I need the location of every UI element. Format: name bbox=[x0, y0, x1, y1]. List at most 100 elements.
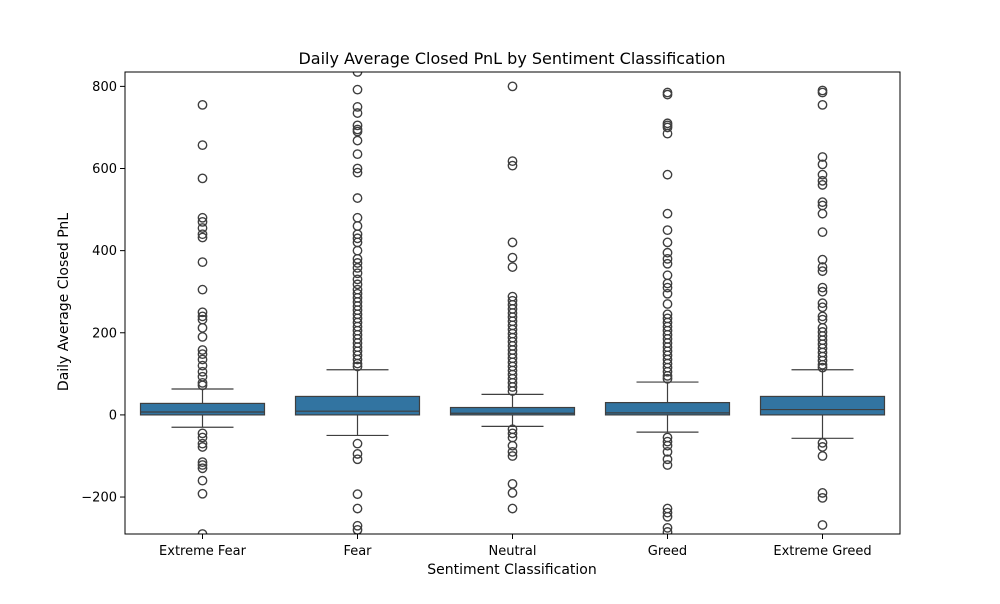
outlier-point-extreme-greed bbox=[817, 362, 828, 373]
outlier-point-neutral bbox=[507, 440, 518, 451]
outlier-point-extreme-fear bbox=[197, 212, 208, 223]
outlier-point-extreme-greed bbox=[817, 169, 828, 180]
x-tick-label: Neutral bbox=[489, 544, 537, 559]
outlier-point-extreme-fear bbox=[197, 488, 208, 499]
outlier-point-neutral bbox=[507, 382, 518, 392]
outlier-point-fear bbox=[352, 163, 363, 174]
outlier-point-fear bbox=[352, 135, 363, 146]
outlier-point-fear bbox=[352, 354, 363, 365]
outlier-point-greed bbox=[662, 527, 673, 534]
outlier-point-extreme-fear bbox=[197, 463, 208, 474]
outlier-point-extreme-greed bbox=[817, 266, 828, 277]
outlier-point-extreme-fear bbox=[197, 173, 208, 184]
outlier-point-neutral bbox=[507, 488, 518, 498]
outlier-point-extreme-greed bbox=[817, 359, 828, 370]
outlier-point-fear bbox=[352, 438, 363, 449]
y-tick-label: 400 bbox=[92, 244, 117, 259]
outlier-point-neutral bbox=[507, 262, 518, 272]
x-tick-label: Extreme Fear bbox=[159, 544, 247, 559]
y-tick-label: 800 bbox=[92, 80, 117, 95]
outlier-point-extreme-greed bbox=[817, 437, 828, 448]
box-extreme-greed bbox=[759, 395, 886, 416]
outlier-point-greed bbox=[662, 122, 673, 133]
outlier-point-extreme-fear bbox=[197, 307, 208, 318]
box-group-neutral bbox=[449, 81, 576, 514]
outlier-point-extreme-fear bbox=[197, 432, 208, 443]
outlier-point-extreme-greed bbox=[817, 197, 828, 208]
outlier-point-greed bbox=[662, 460, 673, 470]
outlier-point-greed bbox=[662, 278, 673, 289]
outlier-point-extreme-fear bbox=[197, 460, 208, 470]
outlier-point-greed bbox=[662, 373, 673, 384]
outlier-point-neutral bbox=[507, 503, 518, 514]
outlier-point-greed bbox=[662, 258, 673, 269]
outlier-point-fear bbox=[352, 274, 363, 285]
outlier-point-extreme-fear bbox=[197, 232, 208, 243]
box-greed bbox=[604, 401, 731, 416]
outlier-point-extreme-greed bbox=[817, 492, 828, 503]
outlier-point-fear bbox=[352, 149, 363, 160]
outlier-point-extreme-fear bbox=[197, 311, 208, 322]
outlier-point-fear bbox=[352, 449, 363, 459]
outlier-point-extreme-greed bbox=[817, 298, 828, 309]
outlier-point-fear bbox=[352, 258, 363, 268]
outlier-point-extreme-fear bbox=[197, 331, 208, 342]
outlier-point-extreme-greed bbox=[817, 311, 828, 322]
y-tick-label: 200 bbox=[92, 326, 117, 341]
outlier-point-fear bbox=[352, 193, 363, 203]
outlier-point-neutral bbox=[507, 386, 518, 396]
outlier-point-extreme-greed bbox=[817, 227, 828, 238]
outlier-point-extreme-fear bbox=[197, 428, 208, 439]
outlier-point-fear bbox=[352, 84, 363, 95]
outlier-point-extreme-greed bbox=[817, 208, 828, 219]
outlier-point-extreme-fear bbox=[197, 229, 208, 240]
outlier-point-greed bbox=[662, 282, 673, 293]
y-axis-label: Daily Average Closed PnL bbox=[56, 213, 72, 391]
outlier-point-greed bbox=[662, 440, 673, 451]
plot-content bbox=[139, 72, 886, 534]
outlier-point-fear bbox=[352, 262, 363, 273]
box-group-extreme-fear bbox=[139, 99, 266, 534]
outlier-point-greed bbox=[662, 507, 673, 518]
outlier-point-greed bbox=[662, 288, 673, 299]
x-tick-label: Greed bbox=[648, 544, 687, 559]
outlier-point-fear bbox=[352, 102, 363, 112]
outlier-point-extreme-greed bbox=[817, 286, 828, 297]
plot-inner bbox=[139, 72, 886, 534]
outlier-point-extreme-fear bbox=[197, 99, 208, 110]
chart-title: Daily Average Closed PnL by Sentiment Cl… bbox=[298, 49, 725, 68]
outlier-point-greed bbox=[662, 370, 673, 381]
outlier-point-fear bbox=[352, 358, 363, 369]
outlier-point-greed bbox=[662, 208, 673, 219]
outlier-point-extreme-greed bbox=[817, 488, 828, 498]
outlier-point-fear bbox=[352, 489, 363, 500]
outlier-point-fear bbox=[352, 233, 363, 244]
outlier-point-greed bbox=[662, 299, 673, 309]
outlier-point-extreme-greed bbox=[817, 254, 828, 265]
outlier-point-extreme-fear bbox=[197, 457, 208, 468]
outlier-point-extreme-greed bbox=[817, 180, 828, 190]
outlier-point-neutral bbox=[507, 446, 518, 457]
outlier-point-neutral bbox=[507, 237, 518, 248]
outlier-point-extreme-fear bbox=[197, 366, 208, 377]
outlier-point-greed bbox=[662, 446, 673, 457]
outlier-point-greed bbox=[662, 511, 673, 522]
outlier-point-extreme-greed bbox=[817, 451, 828, 461]
box-fear bbox=[294, 395, 421, 416]
outlier-point-fear bbox=[352, 167, 363, 178]
outlier-point-greed bbox=[662, 436, 673, 447]
outlier-point-greed bbox=[662, 454, 673, 465]
outlier-point-extreme-greed bbox=[817, 282, 828, 293]
y-tick-label: −200 bbox=[81, 491, 117, 506]
outlier-point-neutral bbox=[507, 428, 518, 439]
outlier-point-extreme-fear bbox=[197, 284, 208, 295]
outlier-point-neutral bbox=[507, 160, 518, 171]
outlier-point-extreme-fear bbox=[197, 140, 208, 150]
box-neutral bbox=[449, 406, 576, 416]
outlier-point-extreme-fear bbox=[197, 360, 208, 371]
outlier-point-greed bbox=[662, 89, 673, 100]
outlier-point-extreme-fear bbox=[197, 354, 208, 365]
box-group-fear bbox=[294, 72, 421, 534]
outlier-point-extreme-greed bbox=[817, 355, 828, 366]
outlier-point-extreme-fear bbox=[197, 257, 208, 268]
